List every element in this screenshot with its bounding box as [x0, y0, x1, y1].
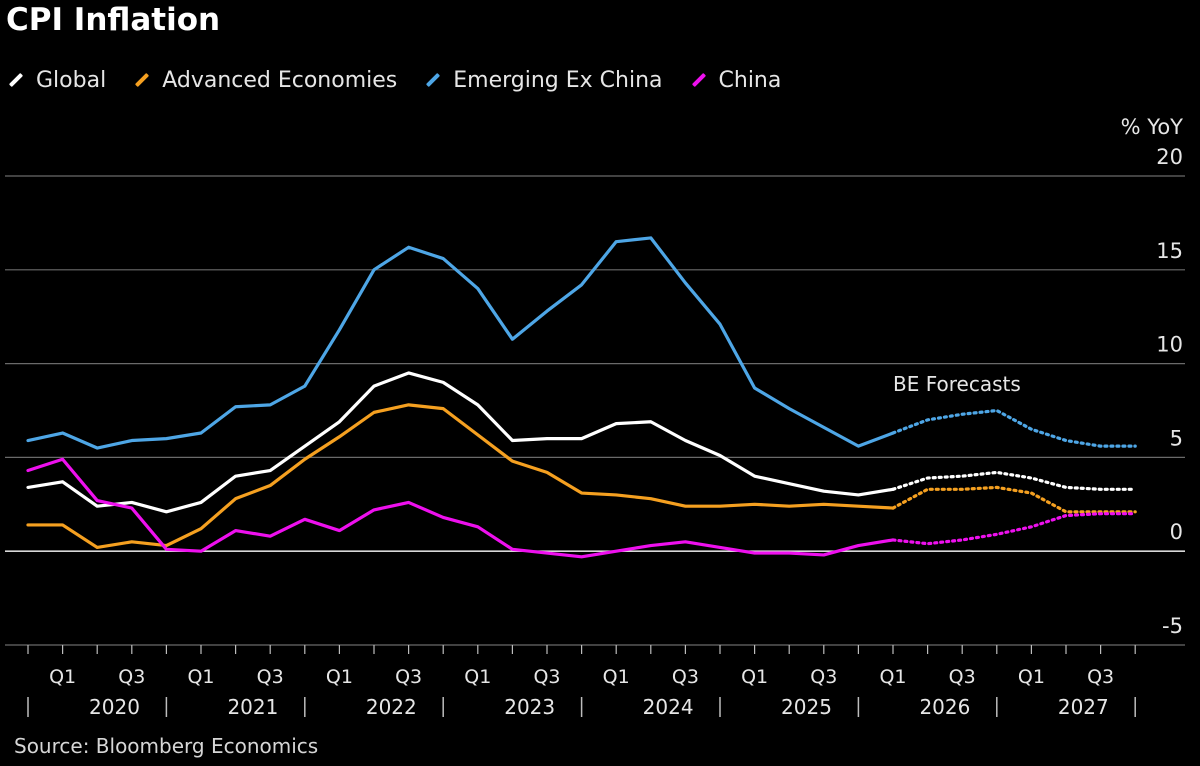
series-line-emerging-ex-china — [26, 236, 895, 450]
legend-label-global: Global — [36, 67, 107, 93]
x-tick-label-year: 2026 — [919, 695, 970, 719]
legend-label-emerging-ex-china: Emerging Ex China — [453, 67, 663, 93]
y-tick-label: 10 — [1156, 333, 1183, 357]
x-tick-label-quarter: Q1 — [464, 666, 491, 688]
x-tick-label-quarter: Q3 — [810, 666, 837, 688]
y-axis-unit-label: % YoY — [1121, 115, 1184, 139]
legend-item-china: China — [691, 67, 782, 93]
y-tick-label: 5 — [1170, 426, 1183, 450]
x-tick-label-quarter: Q3 — [395, 666, 422, 688]
x-tick-label-year: 2024 — [643, 695, 694, 719]
series-line-china — [26, 457, 895, 559]
series-line-advanced-economies — [26, 403, 895, 550]
forecast-annotation: BE Forecasts — [893, 372, 1021, 396]
x-tick-label-quarter: Q3 — [533, 666, 560, 688]
y-tick-label: 20 — [1156, 145, 1183, 169]
series-forecast-emerging-ex-china — [891, 408, 1137, 448]
y-tick-label: 15 — [1156, 239, 1183, 263]
x-tick-label-quarter: Q3 — [672, 666, 699, 688]
legend-item-emerging-ex-china: Emerging Ex China — [425, 67, 663, 93]
x-tick-label-quarter: Q1 — [603, 666, 630, 688]
x-tick-label-quarter: Q1 — [1018, 666, 1045, 688]
x-tick-label-quarter: Q3 — [257, 666, 284, 688]
x-tick-label-quarter: Q1 — [187, 666, 214, 688]
legend-item-advanced-economies: Advanced Economies — [134, 68, 397, 93]
series-line-global — [26, 371, 895, 514]
x-tick-label-year: 2027 — [1058, 695, 1109, 719]
x-tick-label-quarter: Q1 — [879, 666, 906, 688]
chart-title: CPI Inflation — [6, 2, 221, 38]
series-forecast-advanced-economies — [891, 485, 1137, 514]
y-tick-label: -5 — [1162, 614, 1183, 638]
x-tick-label-year: 2025 — [781, 695, 832, 719]
x-tick-label-quarter: Q3 — [949, 666, 976, 688]
x-tick-label-quarter: Q1 — [49, 666, 76, 688]
x-tick-label-quarter: Q3 — [118, 666, 145, 688]
source-note: Source: Bloomberg Economics — [14, 734, 319, 758]
x-tick-label-year: 2022 — [366, 695, 417, 719]
x-tick-label-quarter: Q3 — [1087, 666, 1114, 688]
y-tick-label: 0 — [1170, 520, 1183, 544]
series-forecast-global — [891, 470, 1137, 491]
legend-label-china: China — [718, 67, 782, 93]
x-tick-label-year: 2020 — [89, 695, 140, 719]
legend-item-global: Global — [8, 68, 106, 93]
legend: Global Advanced Economies Emerging Ex Ch… — [8, 64, 809, 96]
legend-label-advanced-economies: Advanced Economies — [162, 67, 398, 93]
x-tick-label-quarter: Q1 — [741, 666, 768, 688]
x-tick-label-year: 2021 — [227, 695, 278, 719]
x-tick-label-quarter: Q1 — [326, 666, 353, 688]
x-tick-label-year: 2023 — [504, 695, 555, 719]
series-forecast-china — [891, 512, 1137, 546]
